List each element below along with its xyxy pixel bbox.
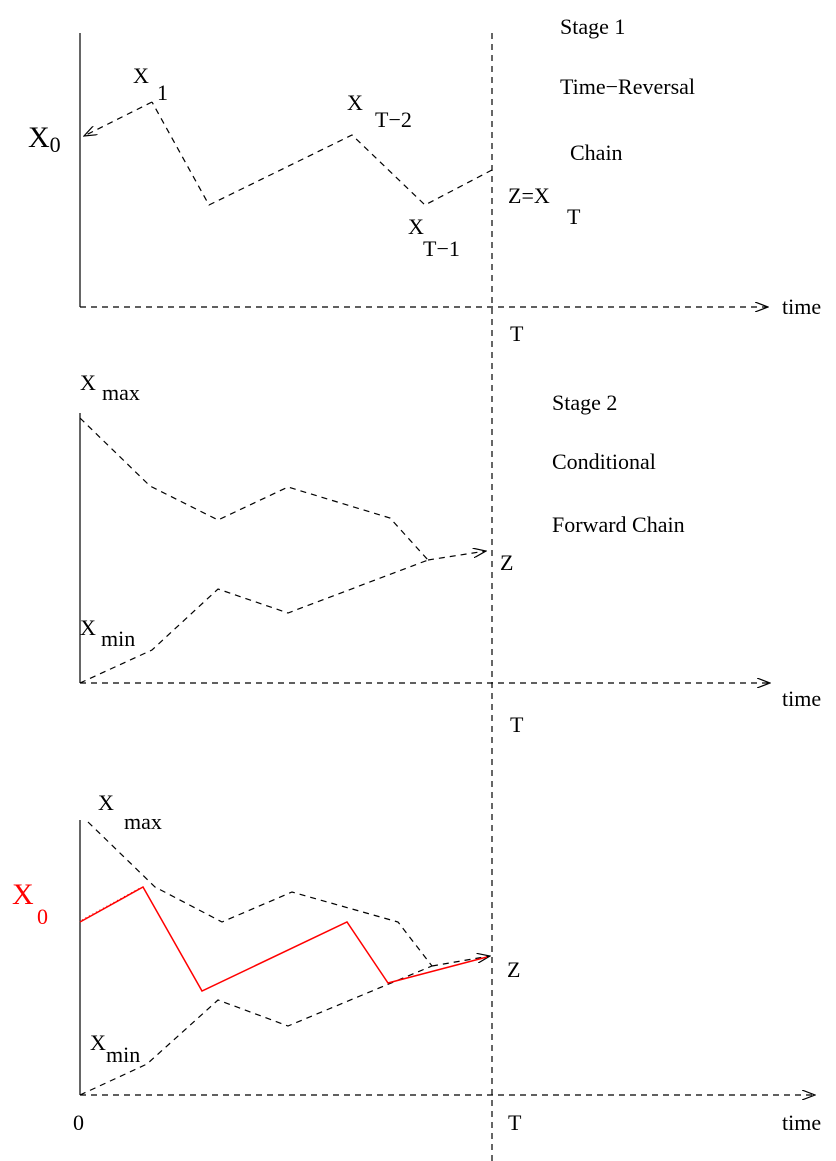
t-label-1: T xyxy=(510,321,524,346)
time-label-3: time xyxy=(782,1110,821,1135)
t-label-2: T xyxy=(510,712,524,737)
label-x0: X0 xyxy=(28,121,61,157)
reverse-chain-path xyxy=(151,101,493,206)
label-xmin-3: X xyxy=(90,1030,106,1055)
label-x1-sub: 1 xyxy=(157,80,168,105)
merged-chain-arrow xyxy=(427,551,486,561)
sampled-path-red xyxy=(79,885,488,992)
stage-2-line2: Conditional xyxy=(552,449,656,474)
label-xmin-3-sub: min xyxy=(106,1042,140,1067)
panel-stage-3: X max X min X 0 Z 0 time T xyxy=(12,790,821,1135)
label-x0-red: X xyxy=(12,878,34,911)
label-xt1: X xyxy=(408,214,424,239)
stage-2-line3: Forward Chain xyxy=(552,512,685,537)
stage-1-title: Stage 1 xyxy=(560,14,625,39)
time-label-1: time xyxy=(782,294,821,319)
origin-label: 0 xyxy=(73,1110,84,1135)
stage-2-title: Stage 2 xyxy=(552,390,617,415)
label-xt2-sub: T−2 xyxy=(375,107,412,132)
label-x0-red-sub: 0 xyxy=(37,904,48,929)
label-xmax-3: X xyxy=(98,790,114,815)
label-xt2: X xyxy=(347,90,363,115)
label-xmin-2-sub: min xyxy=(101,626,135,651)
label-x1: X xyxy=(133,63,149,88)
label-z-3: Z xyxy=(507,957,520,982)
label-z-equals-xt: Z=X xyxy=(508,183,550,208)
label-xmax-3-sub: max xyxy=(124,809,162,834)
label-xmax-2-sub: max xyxy=(102,380,140,405)
panel-stage-1: X0 X 1 X T−2 X T−1 Z=X T Stage 1 Time−Re… xyxy=(28,14,821,346)
label-xt1-sub: T−1 xyxy=(423,236,460,261)
time-label-2: time xyxy=(782,686,821,711)
lower-chain-path-3 xyxy=(79,965,433,1096)
stage-1-line2: Time−Reversal xyxy=(560,74,695,99)
label-z-2: Z xyxy=(500,550,513,575)
t-label-3: T xyxy=(508,1110,522,1135)
label-xmax-2: X xyxy=(80,370,96,395)
upper-chain-path-3 xyxy=(87,821,433,967)
label-xmin-2: X xyxy=(80,615,96,640)
upper-chain-path xyxy=(79,417,429,561)
stage-1-line3: Chain xyxy=(570,140,623,165)
merged-chain-arrow-3 xyxy=(431,956,490,967)
panel-stage-2: X max X min Z Stage 2 Conditional Forwar… xyxy=(79,370,821,737)
reverse-chain-arrow-to-x0 xyxy=(84,101,153,136)
lower-chain-path xyxy=(79,559,429,684)
label-z-equals-xt-sub: T xyxy=(567,204,581,229)
